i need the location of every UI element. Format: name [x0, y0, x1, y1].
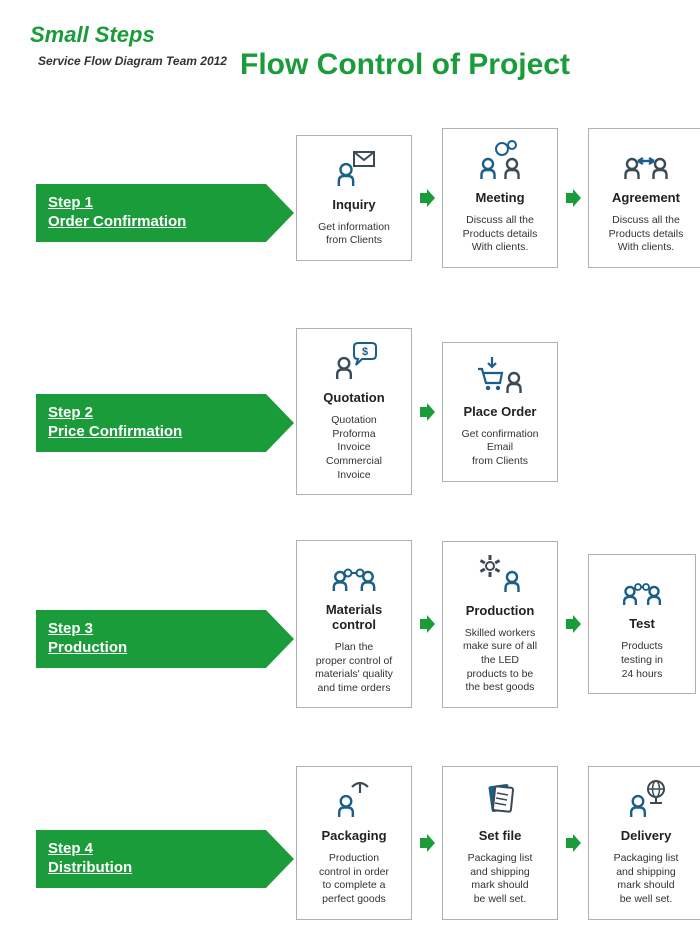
meeting-icon	[472, 139, 528, 183]
card-desc: Products testing in 24 hours	[621, 640, 663, 681]
svg-text:$: $	[362, 346, 368, 358]
card-production: Production Skilled workers make sure of …	[442, 541, 558, 708]
card-quotation: $ Quotation Quotation Proforma Invoice C…	[296, 328, 412, 495]
materials-icon	[326, 551, 382, 595]
step-arrow-1: Step 1 Order Confirmation	[36, 184, 266, 242]
step-4-row: Packaging Production control in order to…	[296, 766, 700, 920]
card-title: Meeting	[475, 191, 524, 206]
card-agreement: Agreement Discuss all the Products detai…	[588, 128, 700, 268]
inquiry-icon	[326, 146, 382, 190]
main-title: Flow Control of Project	[240, 48, 570, 82]
flow-arrow-icon	[418, 402, 436, 422]
step-label: Step 4	[48, 840, 266, 859]
flow-arrow-icon	[418, 833, 436, 853]
flow-arrow-icon	[418, 188, 436, 208]
step-3-row: Materials control Plan the proper contro…	[296, 540, 696, 708]
card-desc: Quotation Proforma Invoice Commercial In…	[326, 414, 382, 482]
step-1-row: Inquiry Get information from Clients Mee…	[296, 128, 700, 268]
step-title: Production	[48, 639, 266, 658]
card-desc: Discuss all the Products details With cl…	[463, 214, 538, 255]
card-title: Quotation	[323, 391, 384, 406]
quotation-icon: $	[326, 339, 382, 383]
card-delivery: Delivery Packaging list and shipping mar…	[588, 766, 700, 920]
card-meeting: Meeting Discuss all the Products details…	[442, 128, 558, 268]
card-title: Inquiry	[332, 198, 375, 213]
flow-arrow-icon	[564, 833, 582, 853]
card-packaging: Packaging Production control in order to…	[296, 766, 412, 920]
card-desc: Get confirmation Email from Clients	[461, 428, 538, 469]
card-desc: Packaging list and shipping mark should …	[468, 852, 533, 907]
step-label: Step 3	[48, 620, 266, 639]
step-2-row: $ Quotation Quotation Proforma Invoice C…	[296, 328, 558, 495]
step-label: Step 1	[48, 194, 266, 213]
card-desc: Discuss all the Products details With cl…	[609, 214, 684, 255]
step-label: Step 2	[48, 404, 266, 423]
card-desc: Plan the proper control of materials' qu…	[315, 641, 393, 696]
flow-arrow-icon	[564, 614, 582, 634]
card-desc: Packaging list and shipping mark should …	[614, 852, 679, 907]
test-icon	[614, 565, 670, 609]
step-title: Order Confirmation	[48, 213, 266, 232]
card-title: Packaging	[321, 829, 386, 844]
card-title: Delivery	[621, 829, 672, 844]
step-title: Distribution	[48, 859, 266, 878]
placeorder-icon	[472, 353, 528, 397]
step-arrow-3: Step 3 Production	[36, 610, 266, 668]
brand-title: Small Steps	[30, 22, 155, 48]
card-desc: Production control in order to complete …	[319, 852, 389, 907]
delivery-icon	[618, 777, 674, 821]
step-arrow-4: Step 4 Distribution	[36, 830, 266, 888]
production-icon	[472, 552, 528, 596]
step-title: Price Confirmation	[48, 423, 266, 442]
card-setfile: Set file Packaging list and shipping mar…	[442, 766, 558, 920]
card-placeorder: Place Order Get confirmation Email from …	[442, 342, 558, 482]
card-title: Materials control	[303, 603, 405, 633]
card-inquiry: Inquiry Get information from Clients	[296, 135, 412, 261]
header-subtitle: Service Flow Diagram Team 2012	[38, 54, 227, 70]
step-arrow-2: Step 2 Price Confirmation	[36, 394, 266, 452]
setfile-icon	[472, 777, 528, 821]
card-desc: Get information from Clients	[318, 221, 390, 248]
flow-arrow-icon	[418, 614, 436, 634]
card-title: Test	[629, 617, 655, 632]
card-materials: Materials control Plan the proper contro…	[296, 540, 412, 708]
card-test: Test Products testing in 24 hours	[588, 554, 696, 694]
card-title: Production	[466, 604, 535, 619]
flow-arrow-icon	[564, 188, 582, 208]
card-desc: Skilled workers make sure of all the LED…	[463, 627, 537, 695]
agreement-icon	[618, 139, 674, 183]
card-title: Set file	[479, 829, 522, 844]
card-title: Place Order	[464, 405, 537, 420]
packaging-icon	[326, 777, 382, 821]
card-title: Agreement	[612, 191, 680, 206]
